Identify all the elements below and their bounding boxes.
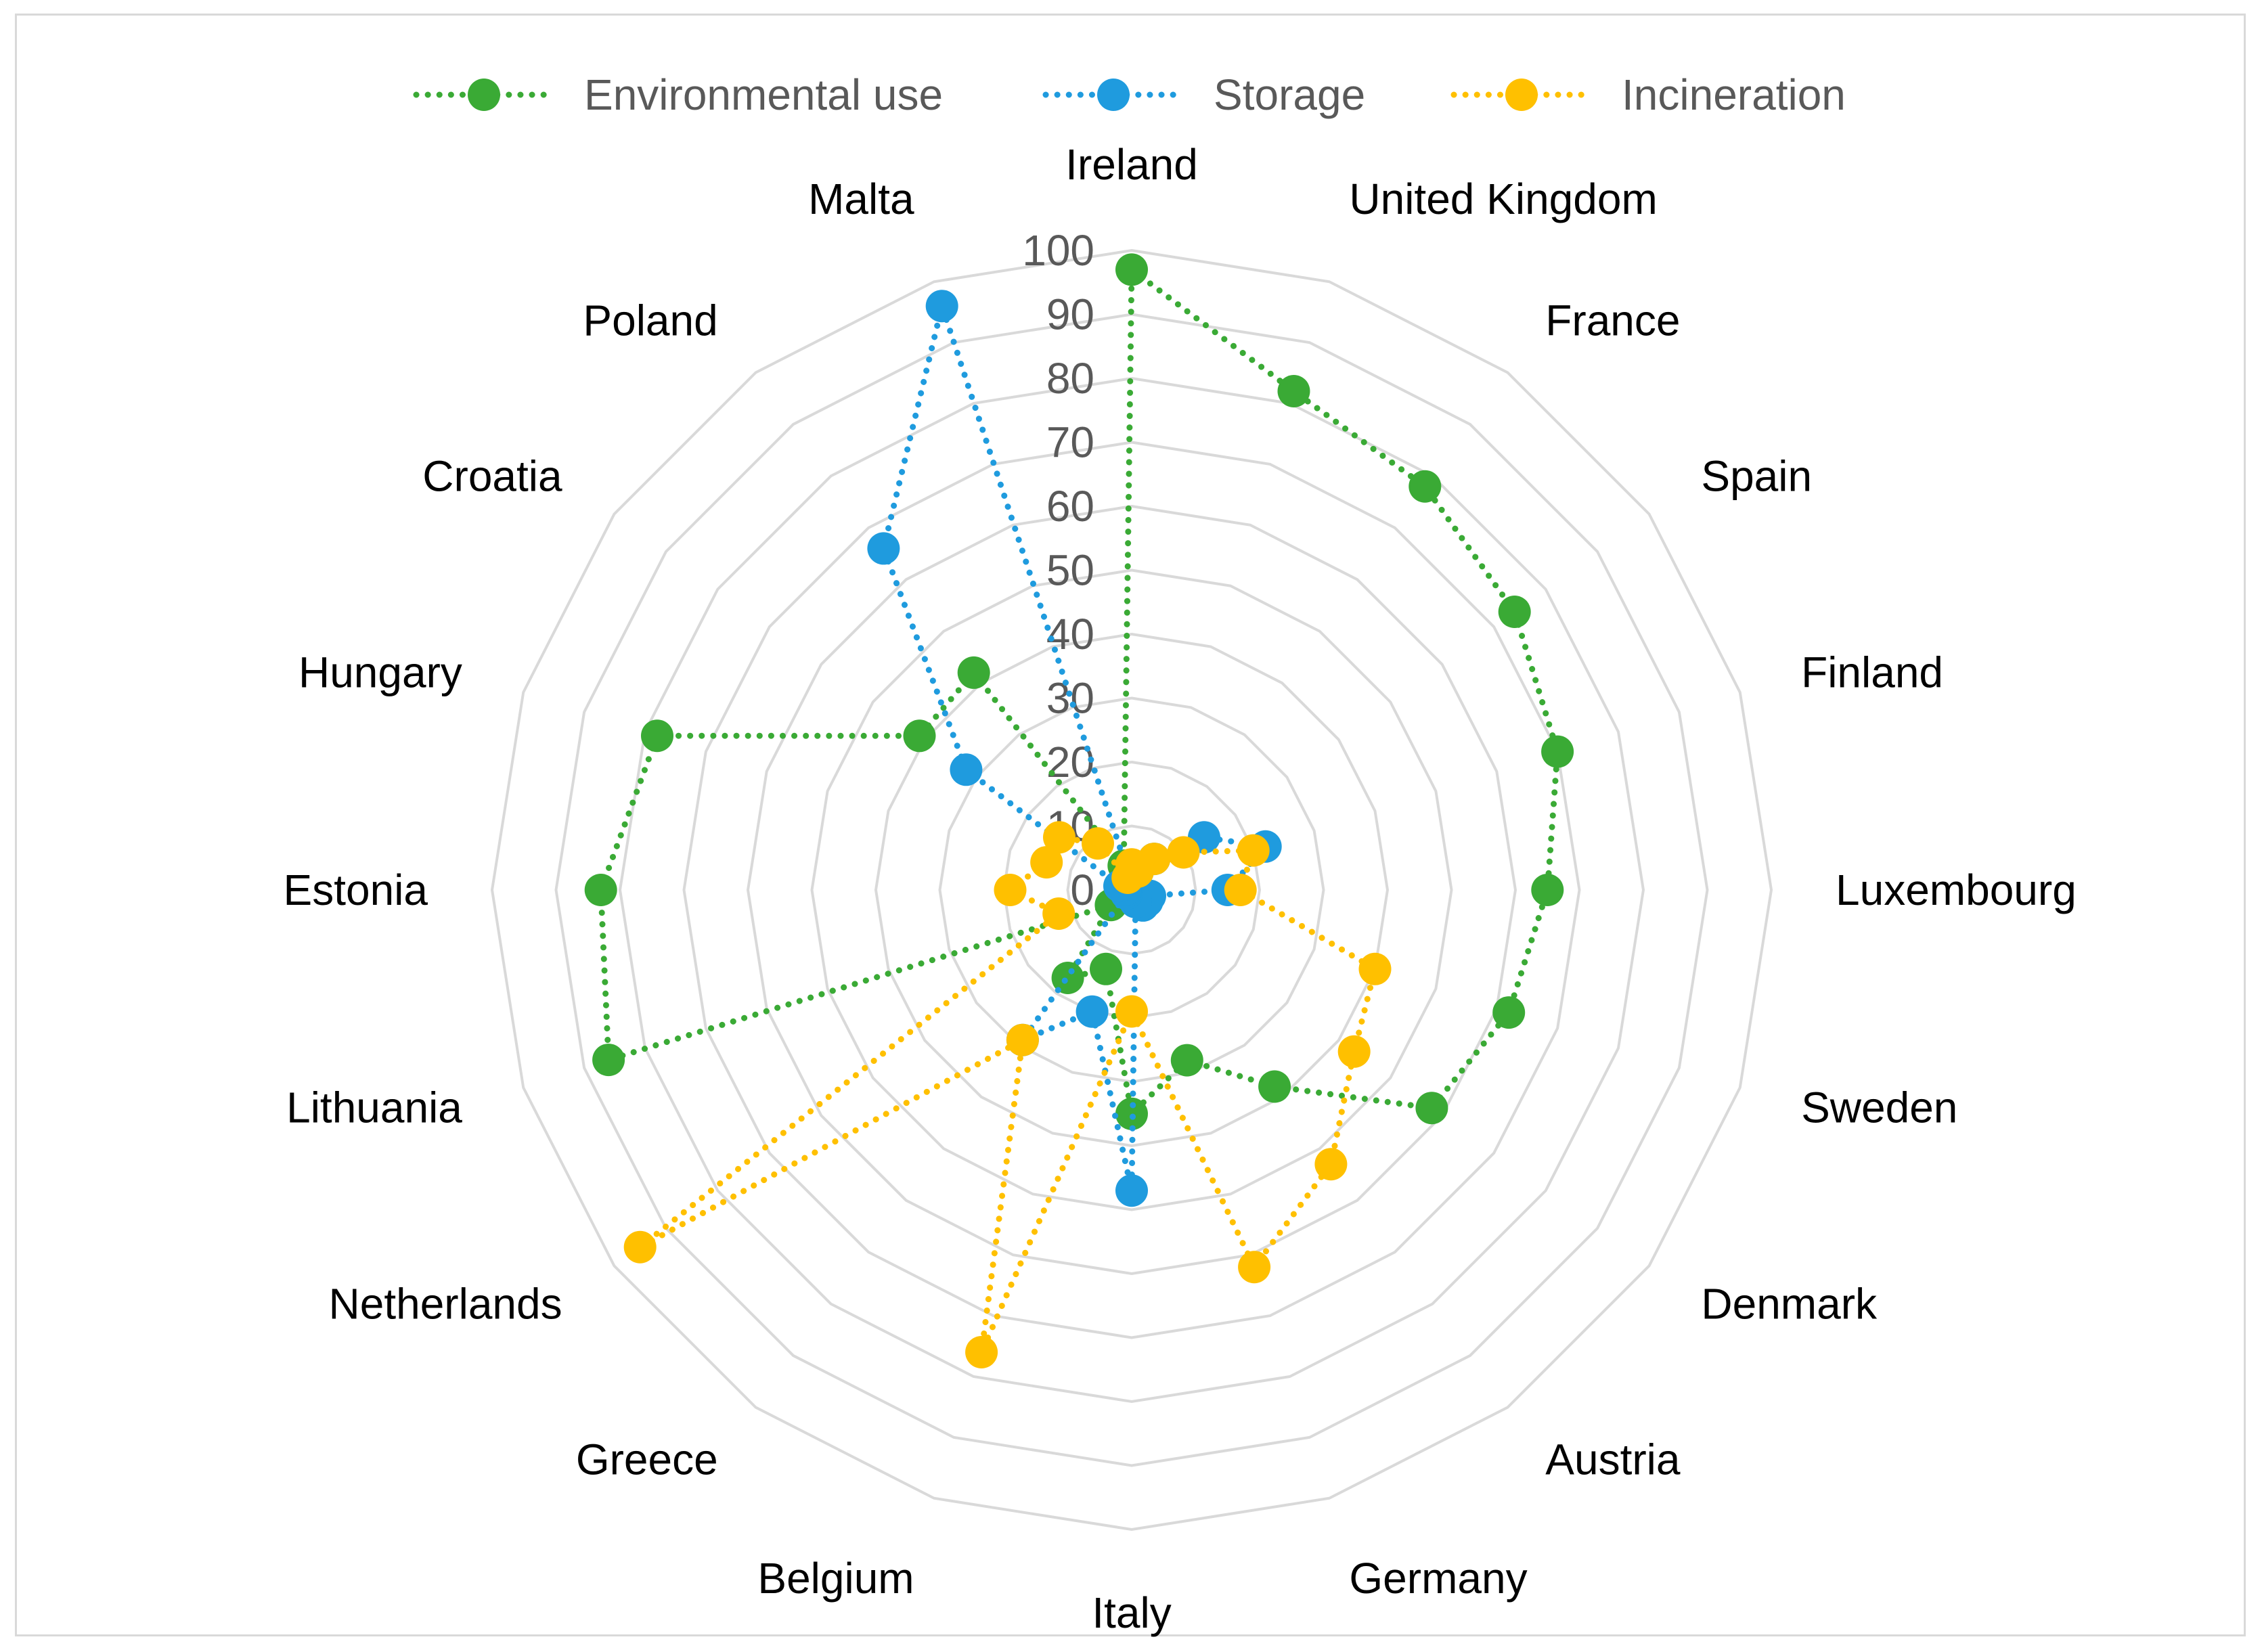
data-point-environmental-use-germany [1170, 1044, 1203, 1077]
category-label-croatia: Croatia [422, 452, 562, 501]
data-point-environmental-use-ireland [1115, 253, 1148, 286]
grid-ring [490, 248, 1773, 1532]
data-point-environmental-use-greece [1051, 962, 1084, 994]
legend-label: Environmental use [584, 70, 943, 119]
data-point-environmental-use-belgium [1090, 952, 1122, 985]
category-label-austria: Austria [1545, 1435, 1681, 1483]
data-point-incineration-france [1138, 843, 1171, 876]
legend-item-incineration: Incineration [1450, 70, 1846, 119]
legend-marker [1097, 79, 1130, 111]
data-point-environmental-use-hungary [641, 719, 673, 753]
category-label-spain: Spain [1701, 452, 1812, 501]
data-point-incineration-austria [1314, 1148, 1348, 1181]
data-point-environmental-use-finland [1541, 735, 1574, 768]
data-point-incineration-hungary [1030, 846, 1063, 879]
data-point-incineration-luxembourg [1224, 874, 1257, 906]
legend-item-environmental-use: Environmental use [413, 70, 943, 119]
grid-ring [874, 632, 1390, 1148]
series-line-storage [880, 303, 1269, 1194]
data-point-environmental-use-poland [957, 656, 990, 689]
data-point-incineration-greece [1006, 1023, 1039, 1056]
category-label-sweden: Sweden [1801, 1083, 1957, 1132]
data-point-incineration-malta [1111, 862, 1145, 894]
data-point-storage-croatia [950, 753, 983, 786]
data-point-environmental-use-estonia [584, 874, 617, 906]
radial-tick-label: 70 [1046, 418, 1094, 467]
category-label-france: France [1545, 296, 1680, 345]
data-point-incineration-poland [1082, 827, 1114, 860]
series-layer [584, 253, 1574, 1368]
data-point-incineration-denmark [1337, 1035, 1371, 1068]
category-label-belgium: Belgium [757, 1554, 914, 1603]
radial-tick-label: 60 [1046, 482, 1094, 531]
data-point-environmental-use-sweden [1492, 996, 1526, 1029]
data-point-environmental-use-france [1409, 470, 1442, 503]
radial-tick-label: 80 [1046, 354, 1094, 403]
grid-ring [618, 376, 1645, 1404]
legend-label: Storage [1214, 70, 1365, 119]
data-point-environmental-use-denmark [1415, 1092, 1448, 1125]
grid-ring [810, 568, 1453, 1211]
category-label-malta: Malta [808, 175, 914, 223]
radial-tick-label: 20 [1046, 738, 1094, 786]
legend-item-storage: Storage [1042, 70, 1365, 119]
category-label-netherlands: Netherlands [329, 1279, 562, 1328]
radial-tick-label: 0 [1070, 866, 1094, 914]
category-label-united-kingdom: United Kingdom [1349, 175, 1657, 223]
data-point-storage-poland [867, 532, 900, 565]
category-label-estonia: Estonia [284, 866, 428, 914]
category-label-germany: Germany [1349, 1554, 1527, 1603]
series-line-environmental-use [598, 266, 1561, 1117]
data-point-storage-italy [1115, 1174, 1148, 1207]
data-point-storage-belgium [1075, 995, 1109, 1028]
category-label-greece: Greece [576, 1435, 718, 1483]
data-point-environmental-use-luxembourg [1531, 874, 1564, 906]
grid-ring [682, 441, 1581, 1339]
data-point-incineration-belgium [965, 1336, 998, 1368]
legend-marker [468, 79, 500, 111]
series-environmental-use [584, 253, 1574, 1130]
radial-tick-label: 100 [1022, 226, 1094, 275]
category-label-italy: Italy [1092, 1588, 1171, 1637]
category-label-finland: Finland [1801, 648, 1943, 697]
legend-marker [1505, 79, 1538, 111]
data-point-incineration-sweden [1358, 952, 1392, 985]
radar-grid [490, 248, 1773, 1532]
radial-tick-label: 50 [1046, 546, 1094, 595]
data-point-incineration-netherlands [623, 1230, 657, 1264]
data-point-environmental-use-austria [1258, 1070, 1291, 1103]
data-point-incineration-germany [1238, 1251, 1271, 1284]
data-point-environmental-use-spain [1498, 596, 1531, 628]
category-label-ireland: Ireland [1065, 140, 1198, 189]
radial-tick-label: 30 [1046, 674, 1094, 723]
data-point-environmental-use-lithuania [592, 1044, 625, 1077]
category-label-poland: Poland [583, 296, 717, 345]
data-point-environmental-use-croatia [903, 719, 936, 753]
category-label-denmark: Denmark [1701, 1279, 1878, 1328]
legend-label: Incineration [1622, 70, 1846, 119]
data-point-incineration-italy [1115, 995, 1148, 1028]
radial-tick-label: 90 [1046, 290, 1094, 339]
data-point-storage-malta [925, 290, 958, 323]
category-label-lithuania: Lithuania [286, 1083, 462, 1132]
category-label-hungary: Hungary [298, 648, 462, 697]
grid-ring [554, 313, 1709, 1467]
data-point-incineration-finland [1237, 834, 1270, 867]
series-incineration [623, 821, 1392, 1368]
category-labels: Ireland United Kingdom France Spain Finland L… [284, 140, 2077, 1637]
grid-ring [746, 504, 1517, 1276]
radial-tick-labels: 0102030405060708090100 [1022, 226, 1094, 914]
category-label-luxembourg: Luxembourg [1836, 866, 2077, 914]
data-point-environmental-use-united-kingdom [1277, 375, 1310, 407]
data-point-incineration-spain [1167, 836, 1200, 869]
legend: Environmental use Storage Incineration [413, 70, 1846, 119]
data-point-incineration-estonia [994, 874, 1027, 906]
data-point-incineration-croatia [1043, 821, 1075, 854]
data-point-incineration-lithuania [1042, 897, 1075, 930]
